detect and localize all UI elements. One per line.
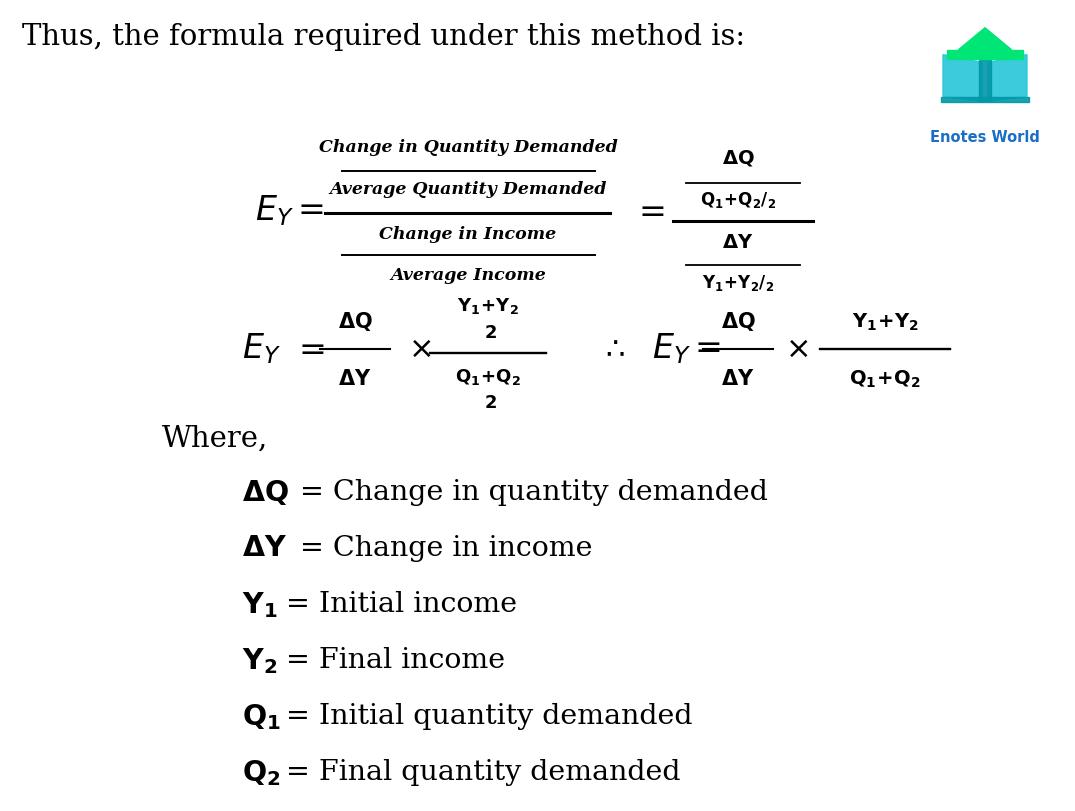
Text: $\mathbf{2}$: $\mathbf{2}$ — [484, 324, 497, 342]
Text: $\mathbf{Q_1\!+\!Q_2/}_{\mathbf{2}}$: $\mathbf{Q_1\!+\!Q_2/}_{\mathbf{2}}$ — [700, 190, 776, 210]
Text: Where,: Where, — [162, 425, 269, 453]
Text: $\mathbf{Q_2}$: $\mathbf{Q_2}$ — [242, 758, 281, 788]
Text: $\bf{\Delta Y}$: $\bf{\Delta Y}$ — [722, 234, 754, 252]
Text: $\bf{\Delta Q}$: $\bf{\Delta Q}$ — [338, 311, 372, 333]
Text: $\bf{\Delta Q}$: $\bf{\Delta Q}$ — [721, 148, 755, 168]
Text: Average Quantity Demanded: Average Quantity Demanded — [329, 182, 606, 199]
Text: = Final income: = Final income — [286, 647, 505, 675]
Text: Change in Income: Change in Income — [379, 226, 557, 243]
Text: $\times$: $\times$ — [408, 333, 431, 364]
Text: $\mathbf{\it{E_Y}}=$: $\mathbf{\it{E_Y}}=$ — [255, 194, 325, 229]
Text: $\mathbf{Y_2}$: $\mathbf{Y_2}$ — [242, 646, 277, 676]
Text: $\mathbf{Q_1\!+\!Q_2}$: $\mathbf{Q_1\!+\!Q_2}$ — [455, 367, 521, 387]
Text: $\times$: $\times$ — [785, 333, 808, 364]
Text: $\mathbf{2}$: $\mathbf{2}$ — [484, 394, 497, 412]
Text: = Final quantity demanded: = Final quantity demanded — [286, 759, 680, 787]
Text: $\mathbf{Q_1\!+\!Q_2}$: $\mathbf{Q_1\!+\!Q_2}$ — [849, 368, 921, 389]
Text: $\mathbf{Y_1\!+\!Y_2}$: $\mathbf{Y_1\!+\!Y_2}$ — [851, 311, 918, 333]
Text: $\mathbf{\it{E_Y}}=$: $\mathbf{\it{E_Y}}=$ — [653, 332, 721, 367]
Text: $=$: $=$ — [292, 333, 325, 365]
Text: = Initial quantity demanded: = Initial quantity demanded — [286, 703, 692, 731]
Text: $\mathbf{\Delta Y}$: $\mathbf{\Delta Y}$ — [242, 535, 287, 563]
Text: $\mathbf{Y_1\!+\!Y_2/}_{\mathbf{2}}$: $\mathbf{Y_1\!+\!Y_2/}_{\mathbf{2}}$ — [702, 273, 774, 293]
Text: Enotes World: Enotes World — [930, 131, 1040, 145]
Polygon shape — [959, 28, 1012, 49]
Text: $\bf{\Delta Y}$: $\bf{\Delta Y}$ — [721, 369, 755, 389]
Text: $\bf{\Delta Y}$: $\bf{\Delta Y}$ — [339, 369, 372, 389]
Polygon shape — [978, 60, 991, 101]
Text: Change in Quantity Demanded: Change in Quantity Demanded — [318, 139, 617, 157]
Polygon shape — [988, 54, 1027, 101]
Text: Average Income: Average Income — [390, 267, 546, 284]
Text: = Change in quantity demanded: = Change in quantity demanded — [300, 479, 768, 507]
Text: $\mathbf{Q_1}$: $\mathbf{Q_1}$ — [242, 702, 281, 732]
Text: $\bf{\Delta Q}$: $\bf{\Delta Q}$ — [720, 311, 756, 333]
Text: $\mathbf{Y_1}$: $\mathbf{Y_1}$ — [242, 590, 277, 620]
Text: = Initial income: = Initial income — [286, 591, 517, 619]
Text: $\mathbf{\it{E_Y}}$: $\mathbf{\it{E_Y}}$ — [242, 332, 281, 367]
Polygon shape — [941, 97, 1029, 102]
Text: = Change in income: = Change in income — [300, 535, 592, 563]
Polygon shape — [943, 54, 981, 101]
Text: $=$: $=$ — [632, 195, 664, 227]
Text: $\mathbf{Y_1\!+\!Y_2}$: $\mathbf{Y_1\!+\!Y_2}$ — [457, 296, 519, 316]
Polygon shape — [947, 49, 1023, 58]
Text: Thus, the formula required under this method is:: Thus, the formula required under this me… — [22, 23, 745, 51]
Text: $\mathbf{\Delta Q}$: $\mathbf{\Delta Q}$ — [242, 478, 289, 508]
Text: $\therefore$: $\therefore$ — [600, 333, 626, 364]
